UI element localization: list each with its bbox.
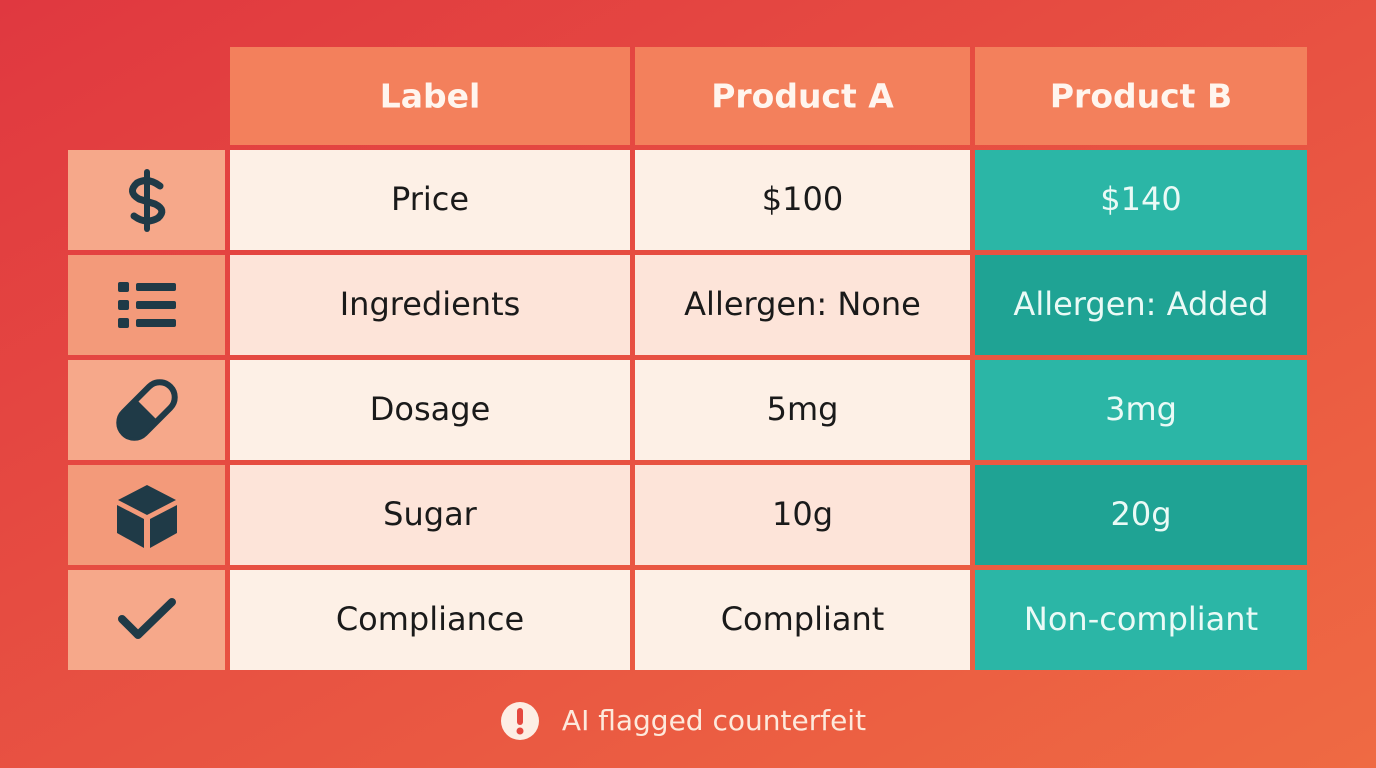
icon-cell [68,465,225,565]
dollar-icon [129,169,166,232]
cell-text: Non-compliant [1024,600,1258,638]
table-cell [635,570,970,670]
table-cell [975,150,1307,250]
table-cell [635,465,970,565]
cell-text: Compliant [721,600,885,638]
header-cell [975,47,1307,145]
list-icon [118,282,176,328]
cell-text: 3mg [1105,390,1177,428]
icon-cell [68,570,225,670]
header-text: Product B [1050,77,1232,116]
header-text: Label [380,77,481,116]
table-cell [635,255,970,355]
cell-text: Ingredients [340,285,521,323]
box-icon [117,485,177,548]
cell-text: Sugar [383,495,478,533]
cell-text: 10g [772,495,833,533]
table-cell [975,360,1307,460]
table-cell [230,150,630,250]
table-cell [230,360,630,460]
header-cell [635,47,970,145]
table-cell [230,255,630,355]
table-cell [230,465,630,565]
table-cell [975,570,1307,670]
footer: AI flagged counterfeit [501,702,866,740]
cell-text: Dosage [370,390,491,428]
cell-text: 5mg [767,390,839,428]
cell-text: Compliance [336,600,524,638]
alert-icon-bar [517,708,523,725]
cell-text: Allergen: None [684,285,921,323]
table: Label Product A Product B Price $100 $140 Ingr… [68,47,1307,670]
check-icon [118,598,176,639]
cell-text: 20g [1110,495,1171,533]
row-icons [116,169,178,639]
cell-text: $100 [762,180,843,218]
table-cell [975,465,1307,565]
cell-text: $140 [1100,180,1181,218]
table-cell [975,255,1307,355]
table-cell [635,150,970,250]
table-cell [230,570,630,670]
capsule-icon [116,379,178,441]
cell-text: Price [391,180,469,218]
header-text: Product A [711,77,894,116]
cell-text: Allergen: Added [1013,285,1268,323]
alert-icon-dot [516,727,524,735]
header-cell [230,47,630,145]
footer-text: AI flagged counterfeit [562,704,866,737]
table-cell [635,360,970,460]
